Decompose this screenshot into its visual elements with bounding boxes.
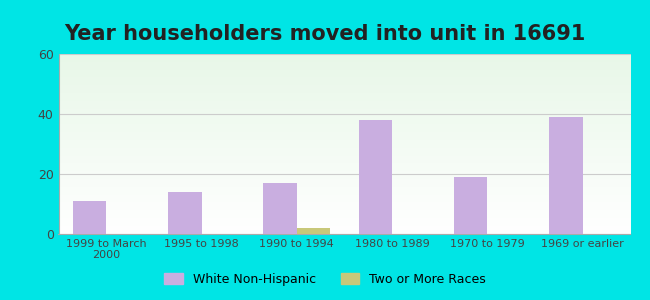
Bar	[263, 183, 297, 234]
Bar	[454, 177, 488, 234]
Legend: White Non-Hispanic, Two or More Races: White Non-Hispanic, Two or More Races	[159, 268, 491, 291]
Bar	[73, 201, 106, 234]
Text: Year householders moved into unit in 16691: Year householders moved into unit in 166…	[64, 24, 586, 44]
Bar	[168, 192, 202, 234]
Bar	[297, 228, 330, 234]
Bar	[359, 120, 392, 234]
Bar	[549, 117, 583, 234]
